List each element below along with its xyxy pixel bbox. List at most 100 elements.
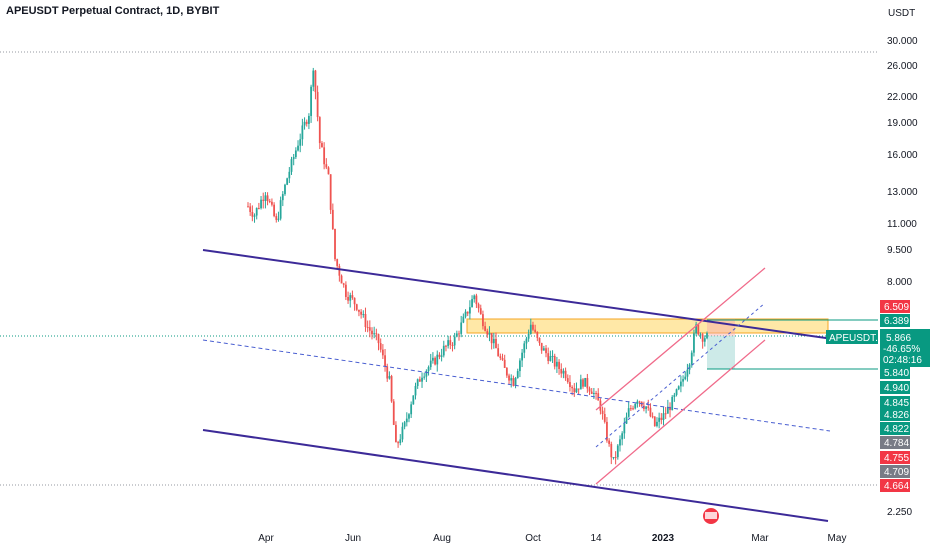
price-badge [880,451,910,464]
candle-body [334,228,336,260]
candle-body [336,259,339,266]
price-badges: APEUSDT.P 5.866-46.65%02:48:16 6.509 6.389 5… [826,300,930,492]
candle-body [397,442,399,444]
x-tick-label: Aug [433,533,451,544]
x-tick-label: 2023 [652,533,675,544]
candle-body [440,355,443,357]
y-tick-label: 13.000 [887,187,918,198]
y-tick-label: 26.000 [887,61,918,72]
candle-body [523,343,526,353]
price-badge-label: 6.389 [884,316,909,327]
candle-body [255,207,258,216]
candle-body [386,366,389,379]
candle-body [582,379,584,387]
candle-body [534,329,537,332]
candle-body [673,394,676,398]
candle-body [540,342,543,351]
price-badge-label: 4.709 [884,467,909,478]
candle-body [451,344,454,346]
candle-body [390,376,393,402]
candle-body [301,125,304,140]
candle-body [281,194,284,201]
candle-body [392,401,395,425]
candle-body [701,334,704,342]
y-tick-label: 19.000 [887,118,918,129]
price-badge [880,381,910,394]
candle-body [579,379,582,390]
candle-body [253,215,256,217]
candle-body [529,324,532,334]
candle-body [434,357,436,365]
candle-body [516,371,519,378]
candle-body [479,308,482,315]
price-badge-label: 6.509 [884,302,909,313]
candle-body [377,334,380,344]
candle-body [344,284,347,298]
candle-body [260,199,262,209]
candle-body [699,334,702,336]
candle-body [349,295,352,301]
candle-body [499,356,502,358]
candle-body [632,408,634,410]
x-tick-label: Mar [751,533,769,544]
candle-body [436,354,439,365]
candle-body [381,349,384,356]
candle-body [462,316,465,323]
candle-body [432,357,434,361]
candle-body [573,388,576,393]
candle-body [249,206,252,213]
price-badge-label: 4.822 [884,424,909,435]
candle-body [643,405,645,409]
candle-body [492,338,495,344]
candle-body [425,370,428,377]
candle-body [488,333,491,335]
candle-body [342,283,345,285]
candle-body [510,378,513,381]
y-tick-label: 11.000 [887,219,917,230]
candle-body [286,178,289,185]
drawing-lines[interactable] [202,249,841,524]
drawing-zones[interactable] [466,318,878,370]
y-tick-label: 22.000 [887,92,918,103]
candle-body [312,70,315,87]
candle-body [288,171,291,179]
candle-body [532,324,534,330]
candle-body [423,376,426,378]
x-tick-label: May [828,533,847,544]
candle-body [595,393,597,395]
candle-body [556,361,558,367]
take-profit-box [707,336,735,369]
candle-body [429,360,432,368]
candle-body [449,340,452,345]
candle-body [290,159,293,172]
candle-body [512,378,515,386]
candle-body [647,406,650,408]
candle-body [442,345,445,356]
candle-body [310,86,312,116]
candle-body [455,333,458,337]
price-badge [880,436,910,449]
candle-body [251,212,254,217]
candle-body [264,195,267,201]
uptrend-upper-line [595,267,766,411]
symbol-label-badge [826,330,878,344]
candle-body [484,326,487,331]
candle-body [292,157,295,160]
axes: USDT 30.000 26.000 22.000 19.000 16.000 13.000… [258,8,918,544]
candle-body [351,295,354,298]
candle-body [566,378,569,383]
price-badge-label: 4.664 [884,481,909,492]
candle-body [412,395,415,405]
candle-body [445,345,447,347]
bar-countdown-value: 02:48:16 [883,355,922,366]
candle-body [418,379,421,382]
price-badge-label: 4.784 [884,438,909,449]
candle-body [366,326,369,328]
candle-body [693,333,695,353]
candle-body [664,413,667,415]
x-tick-label: 14 [590,533,602,544]
candle-body [688,364,691,370]
candle-body [477,304,480,309]
candle-body [697,324,700,335]
